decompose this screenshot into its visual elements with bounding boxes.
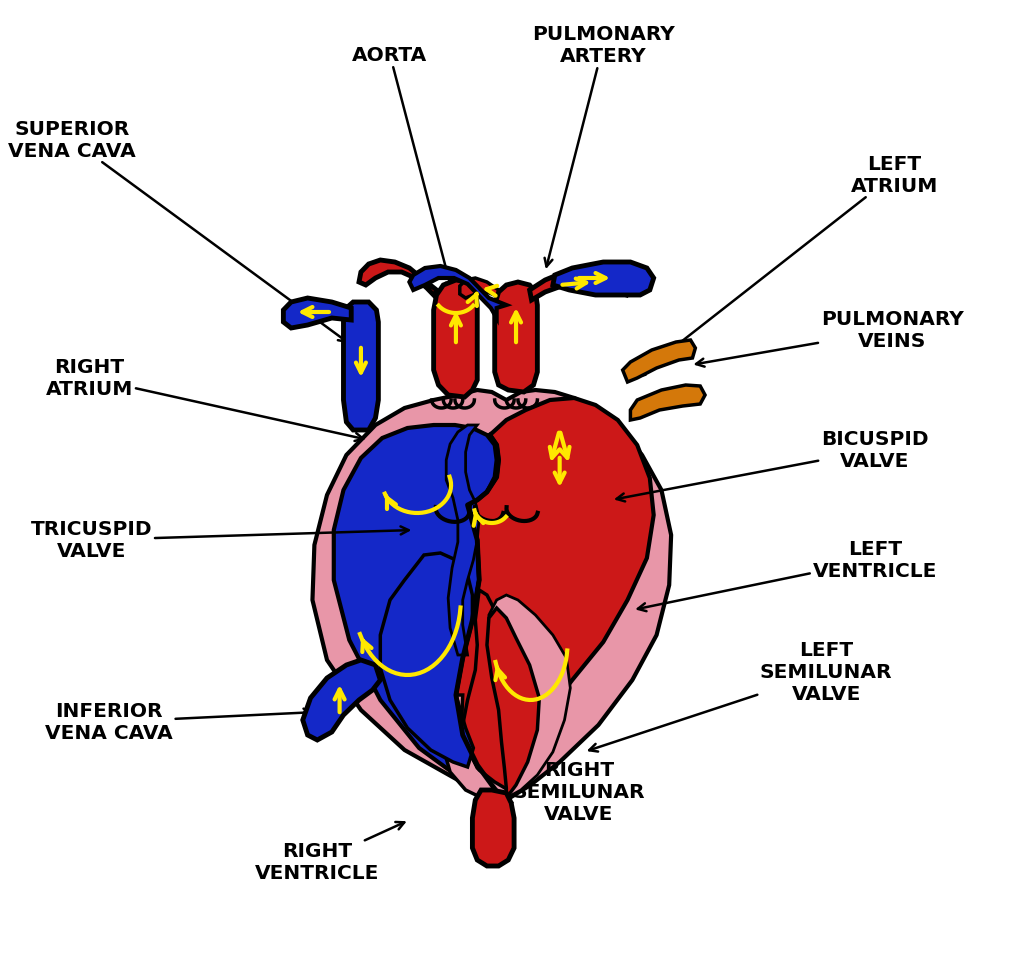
Polygon shape [463,590,531,790]
Text: AORTA: AORTA [352,45,454,290]
Polygon shape [359,260,436,296]
Text: LEFT
VENTRICLE: LEFT VENTRICLE [638,539,937,611]
Polygon shape [334,425,506,800]
Polygon shape [446,425,479,655]
Text: TRICUSPID
VALVE: TRICUSPID VALVE [31,520,409,560]
Text: PULMONARY
VEINS: PULMONARY VEINS [696,309,964,367]
Polygon shape [487,608,540,798]
Polygon shape [443,695,508,800]
Text: BICUSPID
VALVE: BICUSPID VALVE [616,430,929,501]
Polygon shape [460,278,499,298]
Polygon shape [623,340,695,382]
Polygon shape [488,595,570,798]
Text: PULMONARY
ARTERY: PULMONARY ARTERY [531,24,675,267]
Polygon shape [312,390,671,800]
Polygon shape [343,302,379,430]
Polygon shape [495,282,538,392]
Polygon shape [529,268,631,300]
Text: INFERIOR
VENA CAVA: INFERIOR VENA CAVA [45,701,311,743]
Polygon shape [456,398,653,800]
Text: SUPERIOR
VENA CAVA: SUPERIOR VENA CAVA [8,120,347,342]
Text: RIGHT
ATRIUM: RIGHT ATRIUM [46,357,364,440]
Polygon shape [284,298,351,328]
Polygon shape [410,266,506,318]
Text: RIGHT
SEMILUNAR
VALVE: RIGHT SEMILUNAR VALVE [504,760,645,823]
Text: LEFT
ATRIUM: LEFT ATRIUM [637,155,938,377]
Text: LEFT
SEMILUNAR
VALVE: LEFT SEMILUNAR VALVE [589,640,893,752]
Polygon shape [631,385,706,420]
Text: RIGHT
VENTRICLE: RIGHT VENTRICLE [255,822,404,883]
Polygon shape [433,280,477,397]
Polygon shape [303,660,380,740]
Polygon shape [553,262,653,295]
Polygon shape [472,790,514,866]
Polygon shape [380,553,473,767]
